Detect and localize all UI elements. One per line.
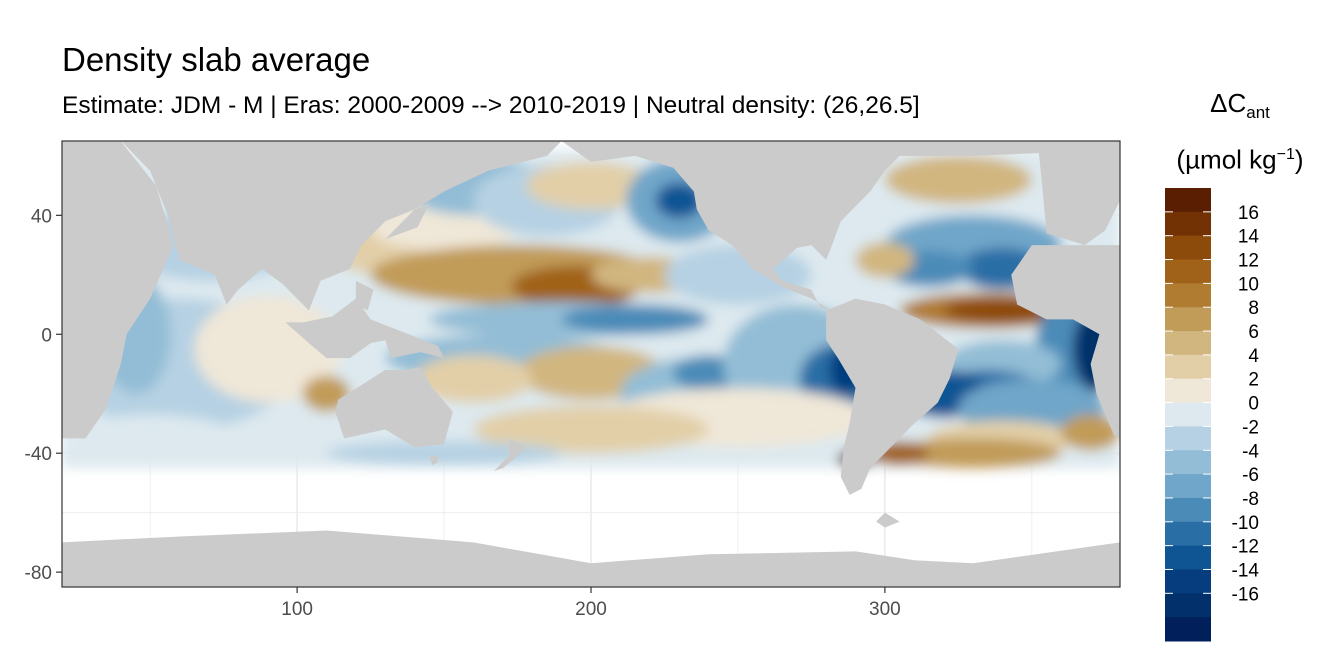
legend-swatch — [1165, 211, 1211, 237]
legend-swatch — [1165, 354, 1211, 380]
legend-swatch — [1165, 378, 1211, 404]
chart-title: Density slab average — [62, 41, 371, 78]
land-south-america — [826, 298, 959, 495]
legend-swatch — [1165, 426, 1211, 451]
legend-swatch — [1165, 521, 1211, 547]
legend-swatch — [1165, 259, 1211, 284]
legend-swatch — [1165, 450, 1211, 475]
ocean-blob — [855, 242, 915, 278]
legend-swatch — [1165, 617, 1211, 642]
ocean-blob — [884, 438, 1062, 469]
legend-tick-label: -6 — [1242, 465, 1259, 486]
legend-swatch — [1165, 331, 1211, 356]
legend-swatch — [1165, 402, 1211, 427]
legend-swatch — [1165, 474, 1211, 499]
chart-subtitle: Estimate: JDM - M | Eras: 2000-2009 --> … — [62, 92, 920, 119]
land-philippines — [355, 280, 374, 311]
ocean-blob — [62, 414, 239, 463]
legend-tick-label: 14 — [1238, 227, 1260, 248]
legend-swatch — [1165, 593, 1211, 618]
legend-tick-label: 12 — [1238, 251, 1259, 272]
legend-title: ΔCant (µmol kg−1) — [1176, 88, 1304, 175]
legend-tick-label: -2 — [1242, 417, 1259, 438]
legend-tick-label: 6 — [1248, 322, 1259, 343]
land-eurasia — [120, 141, 562, 311]
land-mask — [62, 141, 1120, 587]
legend-swatch — [1165, 188, 1211, 213]
legend-tick-label: 2 — [1248, 370, 1259, 391]
legend-tick-label: 0 — [1248, 394, 1259, 415]
legend-tick-label: -10 — [1232, 513, 1259, 534]
land-europe — [1037, 141, 1120, 246]
y-tick-label: -80 — [25, 563, 52, 584]
ocean-blob — [473, 405, 709, 454]
x-tick-label: 100 — [281, 599, 313, 620]
y-tick-label: -40 — [25, 444, 52, 465]
y-tick-label: 0 — [41, 325, 52, 346]
ocean-blob — [526, 161, 656, 210]
legend-tick-label: -4 — [1242, 441, 1259, 462]
legend-swatch — [1165, 569, 1211, 594]
legend-swatch — [1165, 497, 1211, 523]
x-axis: 100 200 300 — [281, 587, 901, 620]
legend-tick-label: 10 — [1238, 274, 1259, 295]
land-tasmania — [429, 456, 439, 466]
legend-swatch — [1165, 545, 1211, 570]
legend-tick-label: 4 — [1248, 346, 1259, 367]
land-north-america — [561, 141, 1120, 311]
ocean-blob — [414, 355, 533, 403]
legend-tick-label: -12 — [1232, 537, 1259, 558]
land-indonesia — [285, 298, 445, 359]
ocean-blob — [655, 182, 703, 219]
legend-swatch — [1165, 283, 1211, 308]
land-antarctica — [62, 530, 1120, 587]
land-australia — [335, 366, 453, 448]
legend-tick-label: 16 — [1238, 203, 1259, 224]
legend-swatch — [1165, 307, 1211, 332]
land-japan — [385, 203, 430, 240]
land-greenland — [884, 141, 1003, 156]
land-africa-west — [62, 141, 174, 439]
ocean-blob — [561, 304, 709, 335]
x-tick-label: 300 — [869, 599, 901, 620]
land-antarctic-peninsula — [876, 512, 900, 528]
legend-swatch — [1165, 235, 1211, 261]
y-axis: 40 0 -40 -80 — [25, 206, 62, 584]
legend-tick-label: -16 — [1232, 584, 1259, 605]
ocean-blob — [884, 155, 1032, 204]
ocean-blob — [1061, 414, 1120, 451]
x-tick-label: 200 — [575, 599, 607, 620]
land-new-zealand — [494, 438, 527, 472]
legend-tick-label: -8 — [1242, 489, 1259, 510]
y-tick-label: 40 — [31, 206, 52, 227]
ocean-blob — [326, 441, 562, 466]
legend-tick-label: 8 — [1248, 298, 1259, 319]
legend-tick-label: -14 — [1232, 560, 1260, 581]
land-africa-east — [1011, 245, 1120, 439]
